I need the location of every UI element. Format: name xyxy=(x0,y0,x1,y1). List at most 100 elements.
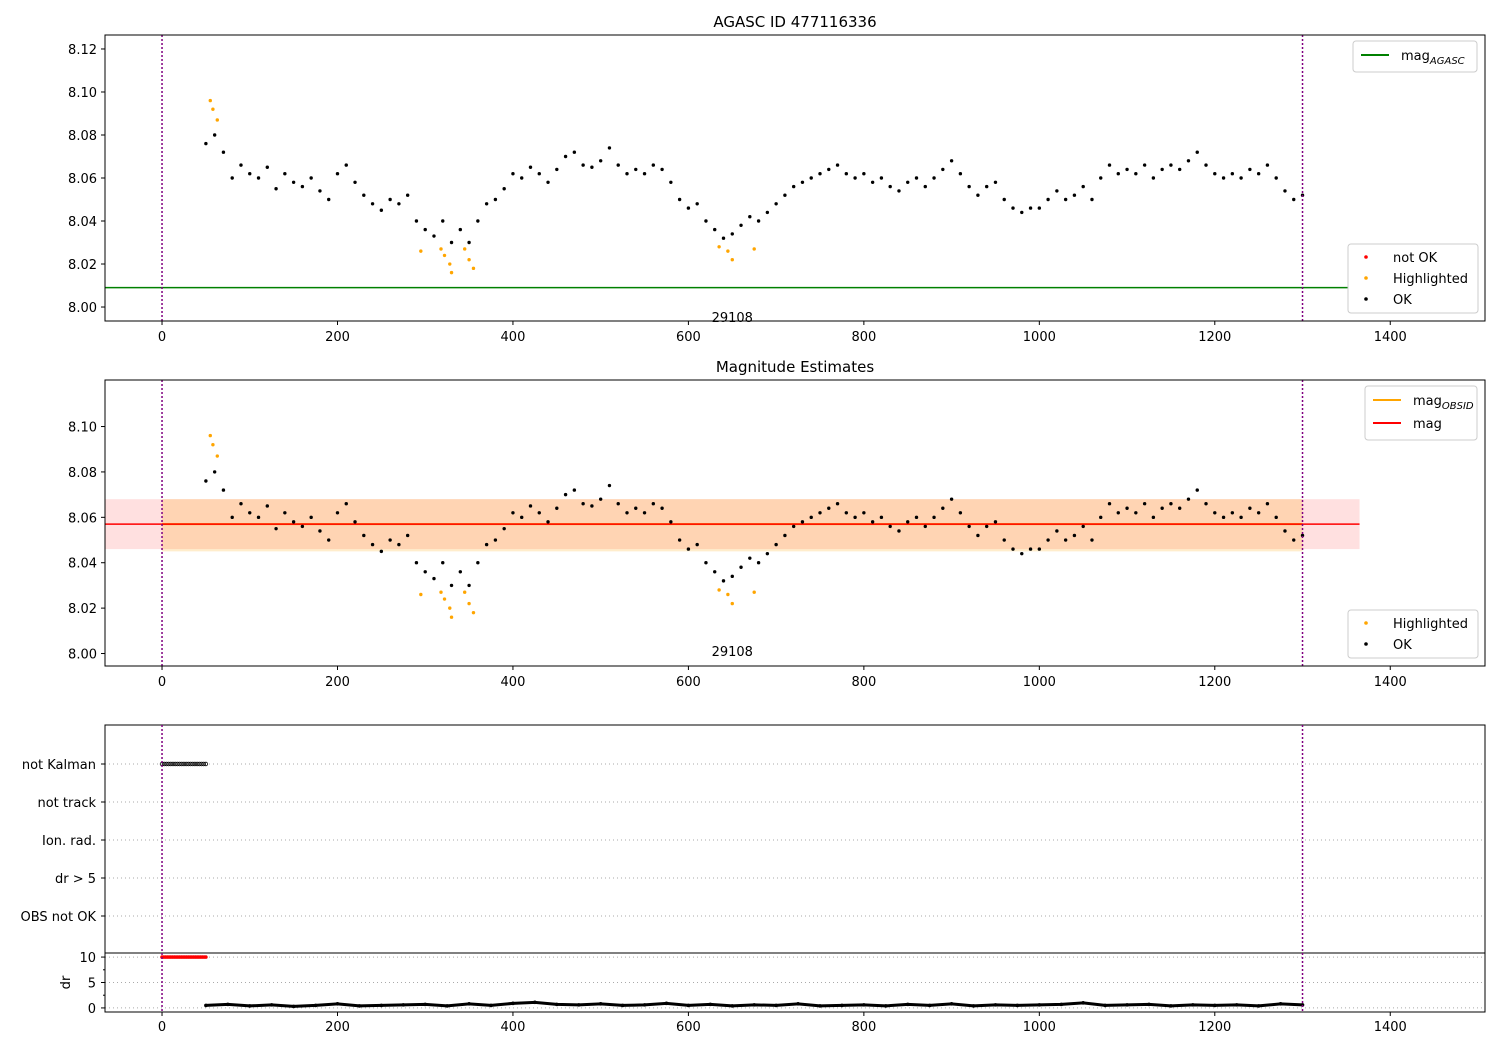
ok-point xyxy=(353,520,357,524)
ok-point xyxy=(914,176,919,180)
dr-ok-point xyxy=(708,1002,713,1007)
ok-point xyxy=(862,171,866,176)
ok-point xyxy=(853,515,857,520)
ok-point xyxy=(721,579,726,583)
ok-point xyxy=(388,538,392,542)
ok-point xyxy=(493,538,498,542)
ok-point xyxy=(1072,533,1077,538)
ok-point xyxy=(397,542,401,547)
dr-ok-point xyxy=(357,1004,362,1008)
ok-point xyxy=(379,208,384,212)
dr-ok-point xyxy=(1169,1004,1173,1008)
ok-point xyxy=(827,506,831,510)
ok-point xyxy=(1142,502,1147,506)
ok-point xyxy=(1107,502,1112,506)
ok-point xyxy=(686,206,691,210)
ok-point xyxy=(1099,176,1103,180)
ok-point xyxy=(616,163,620,167)
ok-point xyxy=(1213,511,1217,515)
ok-point xyxy=(537,171,541,176)
ok-point xyxy=(677,197,682,202)
ok-point xyxy=(739,223,743,228)
ok-point xyxy=(870,520,875,524)
dr-ok-point xyxy=(247,1004,252,1008)
dr-ok-point xyxy=(752,1003,757,1007)
ok-point xyxy=(669,180,673,185)
dr-ok-point xyxy=(576,1003,581,1007)
dr-tick-label: 5 xyxy=(88,977,96,992)
highlighted-point xyxy=(462,590,467,594)
legend-point-swatch xyxy=(1364,297,1368,301)
ok-point xyxy=(651,163,656,167)
ok-point xyxy=(590,165,594,169)
ok-point xyxy=(844,511,849,515)
x-tick-label: 200 xyxy=(325,330,350,345)
x-tick-label: 400 xyxy=(501,675,526,690)
ok-point xyxy=(476,561,480,565)
ok-point xyxy=(906,180,910,185)
dr-ok-point xyxy=(1234,1003,1239,1007)
ok-point xyxy=(1160,506,1164,510)
ok-point xyxy=(1142,163,1147,167)
ok-point xyxy=(1221,176,1226,180)
axes-frame xyxy=(104,724,1486,954)
legend-point-label: OK xyxy=(1393,638,1412,653)
x-tick-label: 400 xyxy=(501,1020,526,1035)
ok-point xyxy=(423,570,427,574)
ok-point xyxy=(598,497,603,501)
y-tick-label: 8.02 xyxy=(68,602,97,617)
dr-ok-point xyxy=(335,1002,340,1006)
legend-point-label: Highlighted xyxy=(1393,617,1468,632)
ok-point xyxy=(1090,538,1094,542)
y-tick-label: 8.08 xyxy=(68,129,97,144)
ok-point xyxy=(730,232,734,236)
x-tick-label: 1200 xyxy=(1198,330,1231,345)
ok-point xyxy=(984,184,989,189)
dr-ok-point xyxy=(1278,1002,1283,1006)
ok-point xyxy=(949,159,954,163)
highlighted-point xyxy=(448,606,452,610)
flag-point xyxy=(188,761,193,767)
dr-ok-point xyxy=(686,1003,691,1008)
x-tick-label: 600 xyxy=(676,330,701,345)
y-tick-label: 8.00 xyxy=(68,301,97,316)
ok-point xyxy=(309,515,313,520)
dr-not-ok-point xyxy=(204,955,208,959)
ok-point xyxy=(555,506,559,510)
flag-point xyxy=(175,761,180,767)
dr-ok-point xyxy=(1212,1003,1217,1008)
ok-point xyxy=(730,574,734,579)
ok-point xyxy=(827,167,831,172)
dr-ok-point xyxy=(291,1004,296,1009)
flag-point xyxy=(168,761,173,767)
highlighted-point xyxy=(726,592,730,597)
ok-point xyxy=(739,565,743,569)
ok-point xyxy=(1292,538,1296,542)
ok-point xyxy=(511,511,515,515)
ok-point xyxy=(581,502,585,506)
ok-point xyxy=(484,542,489,547)
ok-point xyxy=(581,163,585,167)
legend-line-label: mag xyxy=(1413,417,1442,432)
ok-point xyxy=(362,193,366,197)
dr-ok-point xyxy=(598,1002,603,1006)
ok-point xyxy=(888,184,892,189)
ok-point xyxy=(1151,176,1156,180)
ok-point xyxy=(441,561,445,565)
dr-ok-point xyxy=(905,1002,910,1007)
ok-point xyxy=(949,497,954,501)
ok-point xyxy=(967,524,971,529)
flag-point xyxy=(190,761,195,767)
highlighted-point xyxy=(448,262,452,266)
ok-point xyxy=(362,533,366,538)
ok-point xyxy=(906,520,910,524)
dr-ok-point xyxy=(1147,1002,1151,1007)
ok-point xyxy=(1002,197,1006,202)
dr-ok-point xyxy=(511,1001,515,1006)
ok-point xyxy=(607,483,612,488)
highlighted-point xyxy=(717,245,721,249)
ok-point xyxy=(537,511,541,515)
obsid-annotation: 29108 xyxy=(712,645,753,660)
dr-ok-point xyxy=(774,1003,778,1008)
ok-point xyxy=(414,219,419,223)
